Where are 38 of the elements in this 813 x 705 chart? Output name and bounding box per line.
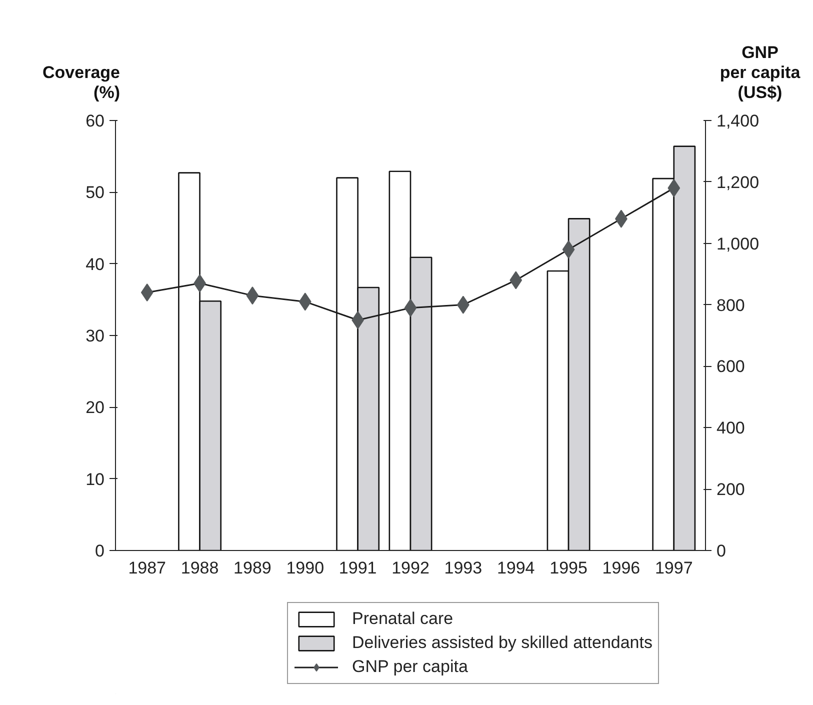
point: [562, 240, 575, 258]
x-tick-label: 1995: [550, 558, 588, 578]
x-tick-label: 1988: [180, 558, 219, 578]
x-tick-label: 1989: [234, 558, 272, 578]
y2-tick-label: 1,200: [716, 172, 760, 192]
y-tick-label: 30: [86, 326, 105, 346]
legend-label: Deliveries assisted by skilled attendants: [352, 633, 652, 653]
point: [510, 271, 522, 290]
point: [246, 286, 259, 305]
legend-label: Prenatal care: [352, 609, 454, 629]
x-tick-label: 1996: [602, 558, 640, 578]
y-tick-label: 50: [86, 183, 105, 202]
x-tick-label: 1991: [338, 558, 377, 578]
point: [404, 298, 417, 317]
y2-tick-label: 1,400: [716, 112, 760, 130]
x-tick-label: 1997: [654, 558, 693, 578]
y2-tick-label: 800: [716, 296, 745, 315]
y-tick-label: 10: [86, 470, 105, 489]
x-tick-label: 1994: [496, 558, 535, 578]
point: [140, 284, 154, 302]
y2-tick-label: 600: [716, 357, 745, 376]
y-tick-label: 0: [95, 542, 105, 560]
x-tick-label: 1987: [128, 558, 166, 578]
x-tick-label: 1993: [444, 558, 482, 578]
point: [298, 292, 312, 311]
y2-tick-label: 1,000: [716, 234, 760, 254]
x-tick-label: 1990: [286, 558, 324, 578]
legend-label: GNP per capita: [352, 657, 468, 677]
y-axis-title: Coverage (%): [42, 63, 120, 103]
point: [668, 179, 680, 198]
y-tick-label: 60: [86, 112, 105, 130]
y2-tick-label: 400: [716, 418, 745, 438]
y-tick-label: 40: [86, 254, 105, 274]
y-tick-label: 20: [86, 398, 105, 418]
y2-axis-title: GNP per capita (US$): [718, 43, 802, 103]
y2-tick-label: 200: [716, 480, 745, 500]
y2-tick-label: 0: [716, 542, 726, 560]
x-tick-label: 1992: [392, 558, 430, 578]
